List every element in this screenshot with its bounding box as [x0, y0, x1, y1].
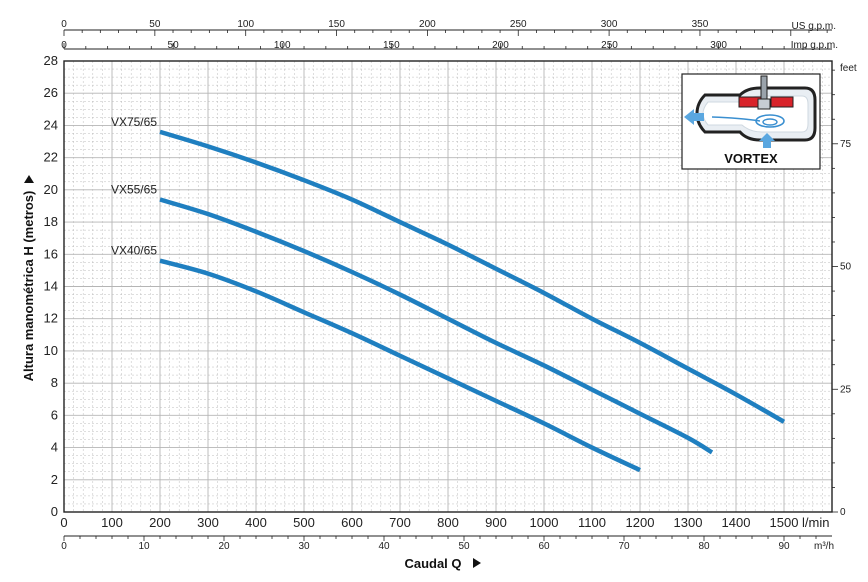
series-label-vx40-65: VX40/65: [111, 244, 157, 258]
feet-ticks: 0 25 50 75: [832, 69, 852, 518]
series-label-vx55-65: VX55/65: [111, 183, 157, 197]
us-gpm-tick-label: 100: [237, 19, 254, 30]
y-tick-label: 6: [51, 407, 58, 422]
x-tick-label: 800: [437, 515, 459, 530]
pump-casing-icon: [695, 86, 817, 142]
m3h-tick-label: 70: [618, 541, 630, 552]
series-curve-vx55-65: [159, 197, 714, 455]
y-tick-label: 12: [44, 311, 58, 326]
x-tick-label: 500: [293, 515, 315, 530]
imp-gpm-tick-label: 250: [601, 40, 618, 51]
x-tick-label: 1000: [530, 515, 559, 530]
x-tick-label: 900: [485, 515, 507, 530]
m3h-axis: 0 10 20 30 40 50 60 70 80 90 m³/h: [61, 535, 834, 552]
imp-gpm-tick-label: 0: [61, 40, 67, 51]
y-tick-label: 16: [44, 246, 58, 261]
y-tick-label: 20: [44, 182, 58, 197]
y-tick-label: 18: [44, 214, 58, 229]
x-tick-label: 1300: [674, 515, 703, 530]
y-tick-label: 0: [51, 504, 58, 519]
us-gpm-tick-label: 350: [692, 19, 709, 30]
us-gpm-tick-label: 300: [601, 19, 618, 30]
x-tick-label: 1200: [626, 515, 655, 530]
inlet-arrow-icon: [759, 133, 775, 148]
feet-unit-label: feet: [840, 63, 857, 74]
m3h-tick-label: 0: [61, 541, 67, 552]
series-layer: VX75/65 VX55/65 VX40/65: [111, 115, 786, 473]
m3h-tick-label: 30: [298, 541, 310, 552]
feet-axis: feet 0 25 50 75: [832, 63, 857, 518]
us-gpm-tick-label: 50: [149, 19, 161, 30]
feet-tick-label: 75: [840, 139, 852, 150]
feet-tick-label: 0: [840, 507, 846, 518]
vortex-flow-icon: [711, 114, 785, 128]
inset-label: VORTEX: [724, 151, 778, 166]
m3h-tick-label: 90: [778, 541, 790, 552]
y-tick-label: 10: [44, 343, 58, 358]
us-gpm-tick-label: 0: [61, 19, 67, 30]
m3h-tick-label: 60: [538, 541, 550, 552]
y-tick-label: 22: [44, 150, 58, 165]
m3h-tick-label: 10: [138, 541, 150, 552]
feet-tick-label: 25: [840, 384, 852, 395]
us-gpm-tick-label: 250: [510, 19, 527, 30]
imp-gpm-tick-label: 300: [710, 40, 727, 51]
series-curve-vx40-65: [159, 258, 641, 473]
imp-gpm-ticks: 0 50 100 150 200 250 300: [61, 40, 829, 51]
x-tick-label: 0: [60, 515, 67, 530]
y-axis-arrow-icon: [24, 175, 34, 183]
series-label-vx75-65: VX75/65: [111, 115, 157, 129]
imp-gpm-tick-label: 150: [383, 40, 400, 51]
plot-frame: [63, 60, 833, 513]
m3h-ticks: 0 10 20 30 40 50 60 70 80 90: [61, 536, 817, 552]
y-tick-label: 28: [44, 53, 58, 68]
feet-tick-label: 50: [840, 262, 852, 273]
vortex-impeller-inset: VORTEX: [681, 73, 821, 170]
x-tick-label: 100: [101, 515, 123, 530]
us-gpm-tick-label: 150: [328, 19, 345, 30]
m3h-tick-label: 80: [698, 541, 710, 552]
y-tick-label: 26: [44, 85, 58, 100]
x-axis-arrow-icon: [473, 558, 481, 568]
series-curve-vx75-65: [159, 129, 786, 424]
x-tick-label: 1100: [578, 515, 606, 530]
imp-gpm-tick-label: 200: [492, 40, 509, 51]
y-tick-label: 4: [51, 440, 58, 455]
us-gpm-ticks: 0 50 100 150 200 250 300 350: [61, 19, 828, 36]
imp-gpm-tick-label: 50: [168, 40, 180, 51]
m3h-tick-label: 50: [458, 541, 470, 552]
x-tick-label: 400: [245, 515, 267, 530]
x-axis-title: Caudal Q: [404, 556, 461, 571]
x-tick-label: 700: [389, 515, 411, 530]
x-tick-label: 1500: [770, 515, 799, 530]
m3h-tick-label: 40: [378, 541, 390, 552]
m3h-tick-label: 20: [218, 541, 230, 552]
x-tick-label: 300: [197, 515, 219, 530]
x-tick-label: 200: [149, 515, 171, 530]
x-tick-label: 1400: [722, 515, 751, 530]
x-axis-ticks: 0 100 200 300 400 500 600 700 800 900 1000 1100 1200…: [60, 515, 798, 530]
top-secondary-axes: 0 50 100 150 200 250 300 350 0 50 100 150 200 250 300…: [61, 19, 838, 51]
imp-gpm-unit-label: Imp g.p.m.: [791, 40, 838, 51]
y-tick-label: 2: [51, 472, 58, 487]
us-gpm-tick-label: 200: [419, 19, 436, 30]
x-axis-unit: l/min: [802, 515, 829, 530]
y-tick-label: 14: [44, 279, 58, 294]
y-tick-label: 24: [44, 117, 58, 132]
impeller-icon: [738, 75, 794, 110]
us-gpm-unit-label: US g.p.m.: [792, 21, 836, 32]
y-tick-label: 8: [51, 375, 58, 390]
y-axis-title: Altura manométrica H (metros): [21, 191, 36, 382]
outlet-arrow-icon: [684, 109, 704, 125]
imp-gpm-tick-label: 100: [274, 40, 291, 51]
x-tick-label: 600: [341, 515, 363, 530]
m3h-unit-label: m³/h: [814, 541, 834, 552]
